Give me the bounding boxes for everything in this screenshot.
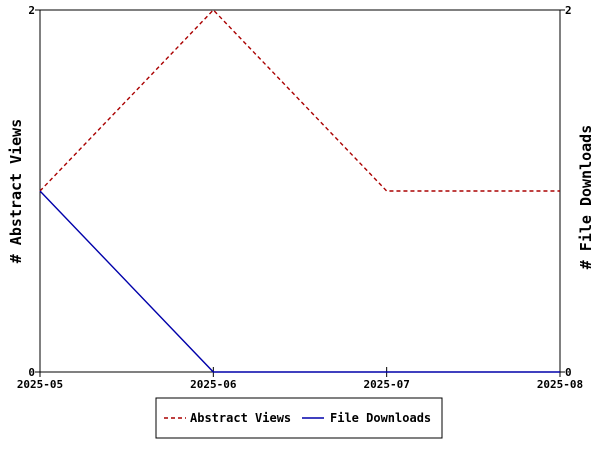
x-tick-label: 2025-06 <box>190 378 237 391</box>
x-tick-label: 2025-05 <box>17 378 63 391</box>
legend-box <box>155 397 443 439</box>
x-tick-label: 2025-07 <box>363 378 409 391</box>
y-axis-left-title: # Abstract Views <box>7 119 25 264</box>
y-axis-right-title: # File Downloads <box>577 125 595 270</box>
y-left-tick-label: 0 <box>28 366 35 379</box>
y-right-tick-label: 2 <box>565 4 572 17</box>
legend-label-2: File Downloads <box>330 411 431 425</box>
series-line-2 <box>39 190 560 373</box>
x-tick-label: 2025-08 <box>537 378 583 391</box>
legend-label-1: Abstract Views <box>190 411 291 425</box>
series-line-1 <box>39 8 560 192</box>
y-left-tick-label: 2 <box>28 4 35 17</box>
y-right-tick-label: 0 <box>565 366 572 379</box>
